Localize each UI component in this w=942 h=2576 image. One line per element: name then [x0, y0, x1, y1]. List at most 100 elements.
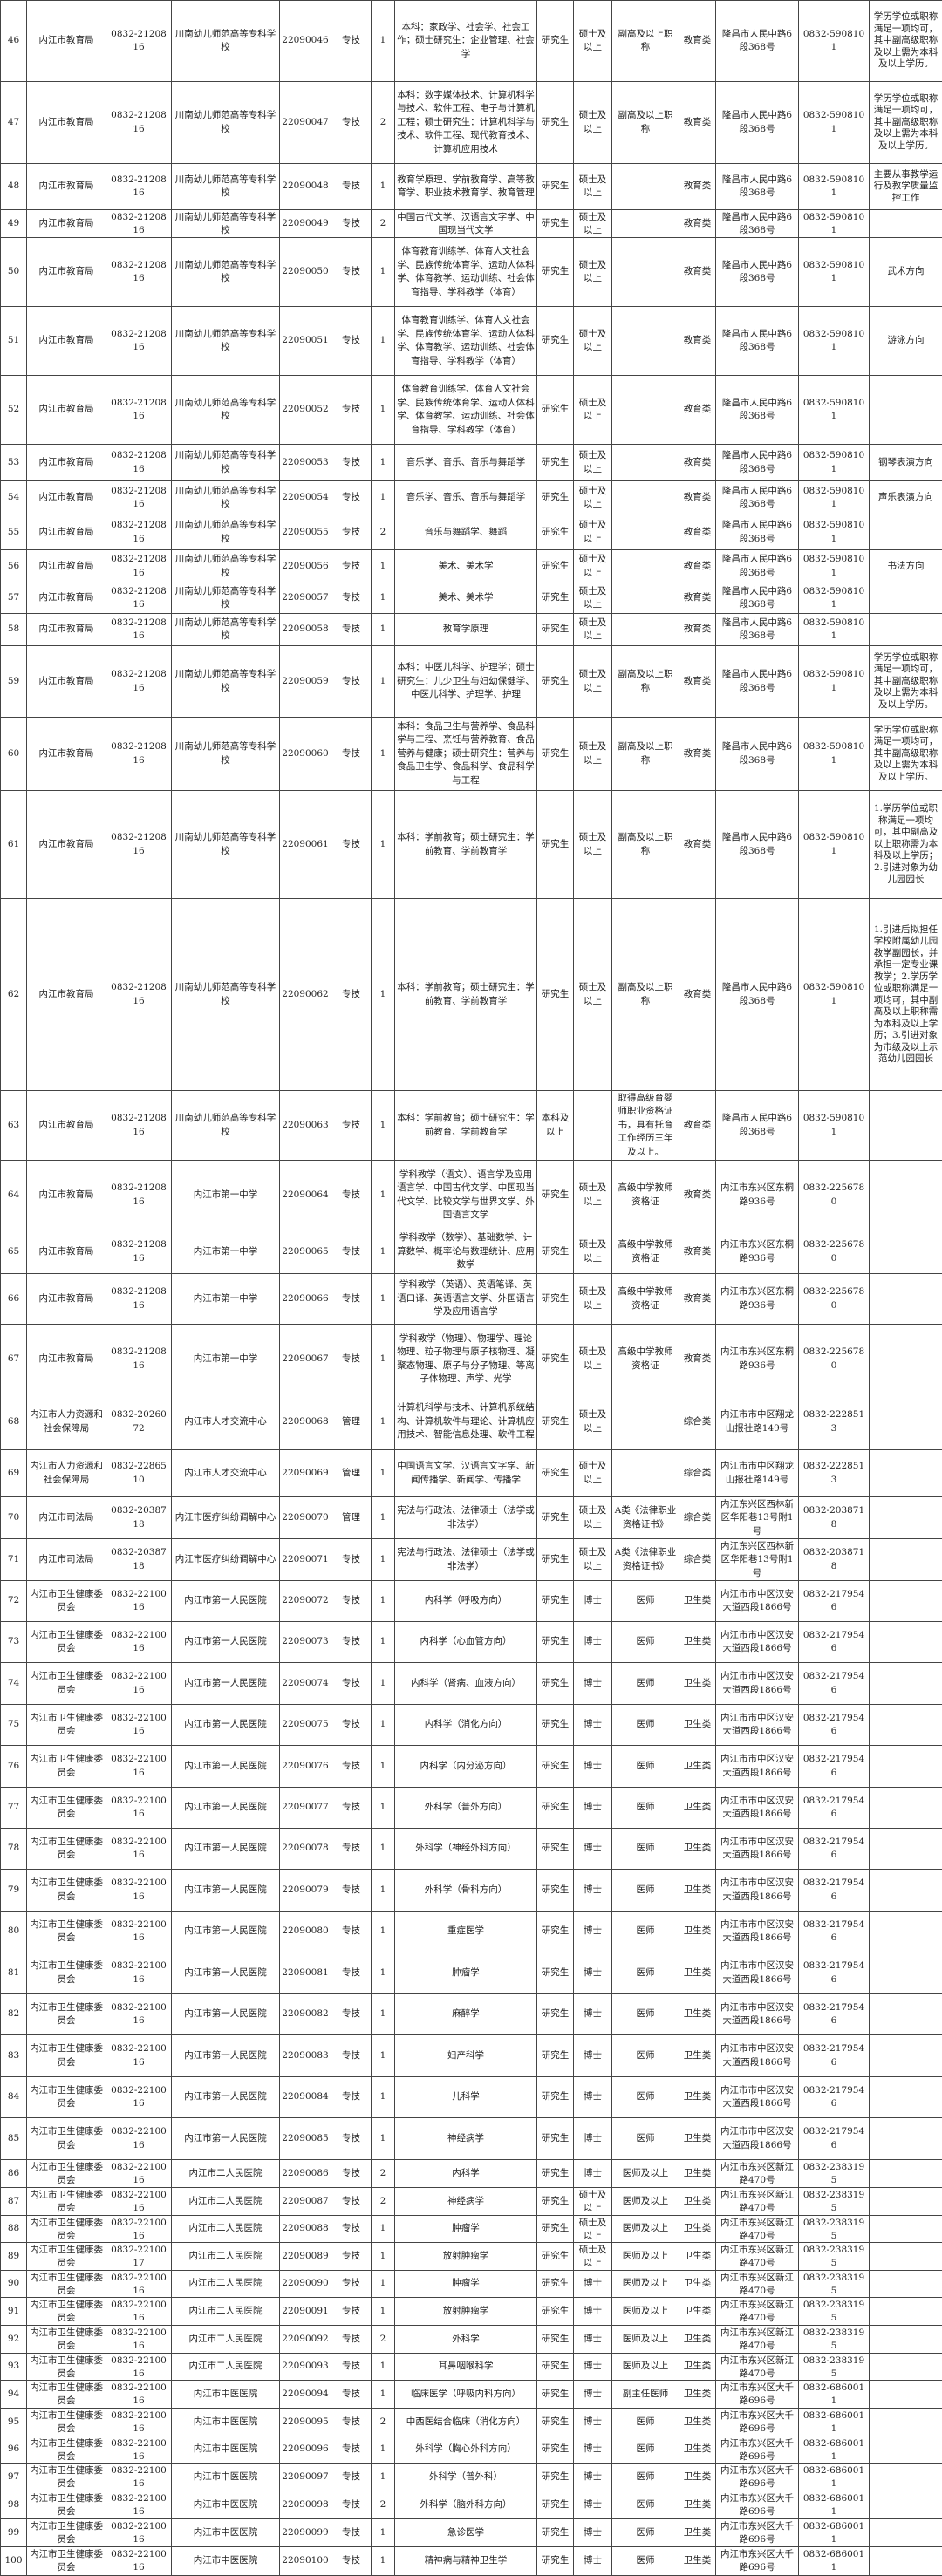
degree: 硕士及以上 — [576, 1460, 610, 1487]
headcount: 1 — [373, 988, 392, 1002]
row-number-cell: 50 — [1, 238, 27, 307]
degree-cell: 硕士及以上 — [574, 82, 612, 164]
other-requirements-cell: 医师 — [612, 1663, 679, 1705]
contact-phone-cell: 0832-2383195 — [799, 2298, 870, 2326]
contact-phone: 0832-2179546 — [801, 1670, 867, 1697]
employer: 内江市第一人民医院 — [174, 1760, 277, 1774]
post-code-cell: 22090087 — [280, 2188, 331, 2216]
department-cell: 内江市教育局 — [27, 210, 106, 238]
employer-cell: 川南幼儿师范高等专科学校 — [172, 1091, 280, 1161]
post-code: 22090087 — [282, 2195, 329, 2209]
row-number-cell: 91 — [1, 2298, 27, 2326]
post-code: 22090082 — [282, 2007, 329, 2021]
department-phone: 0832-2120816 — [108, 981, 169, 1008]
address: 内江市东兴区大千路696号 — [718, 2548, 796, 2575]
post-type-cell: 专技 — [331, 164, 372, 210]
major: 学科教学（语文）、语言学及应用语言学、中国古代文学、中国现当代文学、比较文学与世… — [397, 1169, 535, 1223]
row-number-cell: 85 — [1, 2118, 27, 2160]
remarks: 1.引进后拟担任学校附属幼儿园教学副园长，并承担一定专业课教学；2.学历学位或职… — [871, 924, 940, 1066]
education-cell: 研究生 — [537, 1912, 574, 1952]
contact-phone: 0832-5908101 — [801, 259, 867, 286]
contact-phone-cell: 0832-2179546 — [799, 1870, 870, 1912]
post-code: 22090098 — [282, 2498, 329, 2512]
address-cell: 内江市东兴区大千路696号 — [716, 2464, 799, 2491]
post-type: 专技 — [333, 1594, 369, 1608]
employer: 内江市中医医院 — [174, 2443, 277, 2457]
department: 内江市卫生健康委员会 — [29, 2217, 104, 2242]
contact-phone: 0832-2179546 — [801, 1836, 867, 1863]
remarks-cell — [870, 2547, 942, 2576]
exam-category-cell: 教育类 — [679, 1, 716, 82]
row-number-cell: 78 — [1, 1829, 27, 1870]
department-phone-cell: 0832-2120816 — [106, 515, 172, 550]
other-requirements: 医师 — [614, 2090, 677, 2104]
department-cell: 内江市卫生健康委员会 — [27, 2077, 106, 2118]
headcount-cell: 1 — [372, 1870, 395, 1912]
row-number-cell: 58 — [1, 614, 27, 646]
department-phone-cell: 0832-2210016 — [106, 2409, 172, 2436]
other-requirements-cell — [612, 445, 679, 481]
degree-cell: 博士 — [574, 1870, 612, 1912]
address-cell: 隆昌市人民中路6段368号 — [716, 82, 799, 164]
exam-category-cell: 教育类 — [679, 515, 716, 550]
headcount-cell: 1 — [372, 646, 395, 718]
post-code-cell: 22090063 — [280, 1091, 331, 1161]
department-cell: 内江市教育局 — [27, 515, 106, 550]
post-code-cell: 22090080 — [280, 1912, 331, 1952]
major-cell: 肿瘤学 — [395, 1952, 537, 1994]
exam-category: 卫生类 — [681, 1842, 713, 1856]
education: 研究生 — [539, 675, 571, 689]
post-code-cell: 22090081 — [280, 1952, 331, 1994]
employer: 内江市中医医院 — [174, 2416, 277, 2429]
department-phone-cell: 0832-2120816 — [106, 82, 172, 164]
post-code: 22090063 — [282, 1119, 329, 1133]
major: 放射肿瘤学 — [397, 2305, 535, 2319]
headcount: 1 — [373, 2388, 392, 2402]
degree-cell: 博士 — [574, 2381, 612, 2409]
major: 精神病与精神卫生学 — [397, 2554, 535, 2568]
address: 隆昌市人民中路6段368号 — [718, 553, 796, 580]
remarks-cell — [870, 1581, 942, 1622]
exam-category-cell: 卫生类 — [679, 2519, 716, 2547]
major: 音乐学、音乐、音乐与舞蹈学 — [397, 456, 535, 470]
remarks-cell — [870, 1091, 942, 1161]
post-type: 专技 — [333, 2007, 369, 2021]
other-requirements-cell: 医师及以上 — [612, 2216, 679, 2243]
employer-cell: 内江市二人民医院 — [172, 2271, 280, 2298]
row-number-cell: 87 — [1, 2188, 27, 2216]
headcount: 1 — [373, 1884, 392, 1898]
headcount-cell: 2 — [372, 210, 395, 238]
major-cell: 本科：学前教育；硕士研究生：学前教育、学前教育学 — [395, 899, 537, 1091]
contact-phone: 0832-2179546 — [801, 2084, 867, 2111]
education-cell: 研究生 — [537, 2547, 574, 2576]
row-number: 49 — [3, 217, 24, 231]
major: 体育教育训练学、体育人文社会学、民族传统体育学、运动人体科学、体育教学、运动训练… — [397, 314, 535, 368]
employer: 内江市二人民医院 — [174, 2277, 277, 2291]
exam-category-cell: 教育类 — [679, 238, 716, 307]
remarks-cell: 游泳方向 — [870, 307, 942, 376]
headcount: 2 — [373, 2416, 392, 2429]
remarks-cell — [870, 2077, 942, 2118]
department-phone: 0832-2120816 — [108, 328, 169, 355]
headcount: 1 — [373, 1245, 392, 1259]
contact-phone: 0832-2179546 — [801, 1753, 867, 1780]
department: 内江市教育局 — [29, 217, 104, 231]
department-cell: 内江市教育局 — [27, 1230, 106, 1274]
degree-cell: 硕士及以上 — [574, 1497, 612, 1539]
row-number: 68 — [3, 1415, 24, 1429]
exam-category: 教育类 — [681, 34, 713, 48]
headcount: 1 — [373, 2526, 392, 2540]
degree: 硕士及以上 — [576, 2244, 610, 2270]
row-number: 79 — [3, 1884, 24, 1898]
contact-phone-cell: 0832-2383195 — [799, 2216, 870, 2243]
post-code-cell: 22090056 — [280, 550, 331, 583]
employer: 川南幼儿师范高等专科学校 — [174, 397, 277, 424]
department-phone-cell: 0832-2120816 — [106, 791, 172, 899]
department: 内江市卫生健康委员会 — [29, 2464, 104, 2491]
address-cell: 内江市市中区汉安大道西段1866号 — [716, 1788, 799, 1829]
contact-phone: 0832-5908101 — [801, 668, 867, 695]
remarks-cell — [870, 1161, 942, 1230]
contact-phone-cell: 0832-6860011 — [799, 2436, 870, 2464]
